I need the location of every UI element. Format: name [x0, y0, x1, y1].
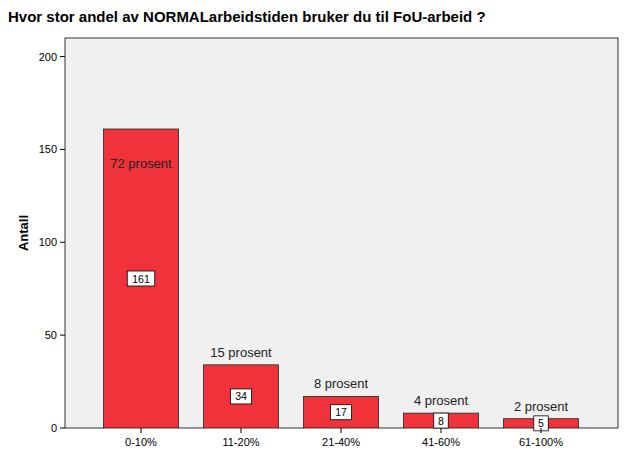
data-label: 17 — [335, 406, 347, 418]
x-tick — [341, 428, 342, 433]
x-tick — [541, 428, 542, 433]
data-label: 5 — [538, 417, 544, 429]
annotation: 8 prosent — [314, 376, 369, 391]
chart: Hvor stor andel av NORMALarbeidstiden br… — [0, 0, 626, 457]
bar — [204, 365, 279, 428]
data-label-box — [434, 413, 449, 428]
y-tick-label: 50 — [45, 329, 57, 341]
plot-area — [65, 38, 618, 428]
annotation: 2 prosent — [514, 399, 569, 414]
y-tick-label: 100 — [39, 236, 57, 248]
x-tick-label: 61-100% — [519, 436, 563, 448]
annotation: 15 prosent — [210, 345, 272, 360]
bar — [404, 413, 479, 428]
y-axis-label: Antall — [16, 215, 31, 251]
bar — [304, 396, 379, 428]
y-tick — [60, 56, 65, 57]
data-label: 161 — [132, 273, 150, 285]
data-label-box — [127, 271, 155, 286]
title: Hvor stor andel av NORMALarbeidstiden br… — [8, 8, 486, 25]
y-tick — [60, 149, 65, 150]
x-tick — [441, 428, 442, 433]
data-label: 34 — [235, 390, 247, 402]
x-tick-label: 21-40% — [322, 436, 360, 448]
y-tick-label: 200 — [39, 51, 57, 63]
bar — [104, 129, 179, 428]
y-tick — [60, 242, 65, 243]
x-tick-label: 0-10% — [125, 436, 157, 448]
x-tick-label: 41-60% — [422, 436, 460, 448]
y-tick — [60, 428, 65, 429]
data-label-box — [331, 405, 352, 420]
y-tick-label: 150 — [39, 143, 57, 155]
y-tick-label: 0 — [51, 422, 57, 434]
data-label: 8 — [438, 415, 444, 427]
labels: 0-10% 161 72 prosent 11-20% 34 15 prosent 21-4… — [110, 156, 568, 448]
data-label-box — [231, 389, 252, 404]
annotation: 4 prosent — [414, 393, 469, 408]
x-tick — [241, 428, 242, 433]
x-tick-label: 11-20% — [222, 436, 259, 448]
y-tick — [60, 335, 65, 336]
annotation: 72 prosent — [110, 156, 172, 171]
bars — [104, 129, 579, 428]
x-tick — [141, 428, 142, 433]
